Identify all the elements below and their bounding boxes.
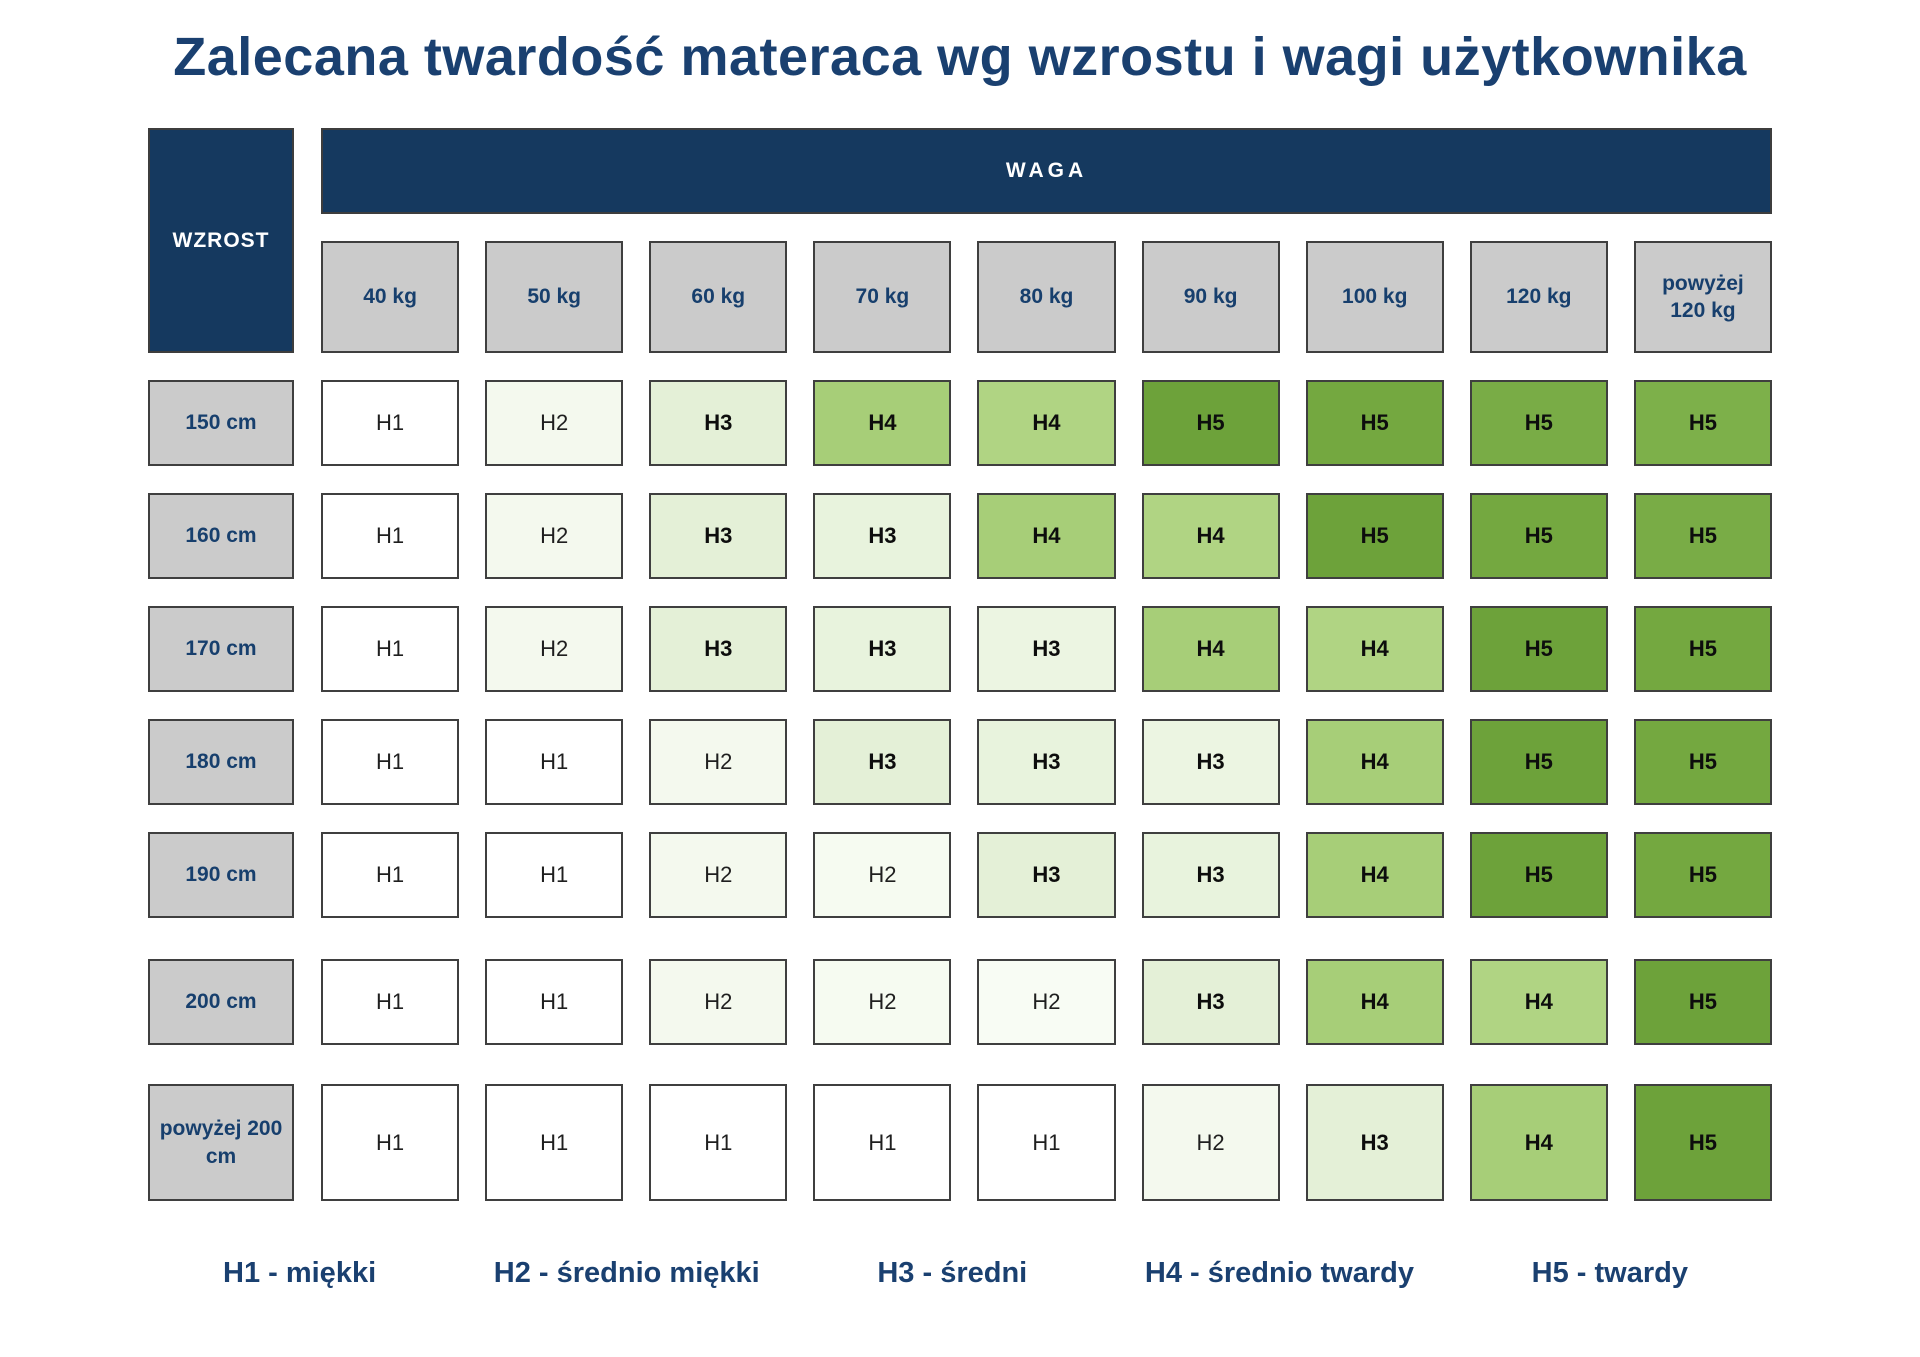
legend-item: H3 - średni: [877, 1257, 1028, 1289]
firmness-cell: H4: [977, 493, 1116, 579]
table-header: WZROST WAGA 40 kg 50 kg 60 kg 70 kg 80 kg 90 …: [148, 128, 1772, 353]
weight-header: 40 kg: [321, 241, 460, 353]
firmness-cell: H5: [1141, 380, 1280, 466]
firmness-cell: H1: [813, 1084, 952, 1201]
firmness-cell: H3: [813, 719, 952, 805]
firmness-cell: H2: [649, 832, 788, 918]
firmness-cell: H3: [977, 606, 1116, 692]
height-header: powyżej 200 cm: [148, 1084, 294, 1201]
firmness-cell: H4: [1469, 959, 1608, 1045]
firmness-cell: H1: [321, 719, 460, 805]
table-row: 180 cm H1 H1 H2 H3 H3 H3 H4 H5 H5: [148, 719, 1772, 805]
firmness-cell: H2: [1141, 1084, 1280, 1201]
firmness-cell: H3: [813, 493, 952, 579]
firmness-cell: H1: [321, 493, 460, 579]
firmness-cell: H5: [1469, 380, 1608, 466]
firmness-cell: H3: [649, 380, 788, 466]
firmness-cell: H1: [321, 1084, 460, 1201]
firmness-cell: H5: [1469, 719, 1608, 805]
firmness-cell: H5: [1633, 493, 1772, 579]
firmness-cell: H4: [813, 380, 952, 466]
height-header: 150 cm: [148, 380, 294, 466]
firmness-cell: H1: [649, 1084, 788, 1201]
firmness-cell: H1: [977, 1084, 1116, 1201]
table-row: 150 cm H1 H2 H3 H4 H4 H5 H5 H5 H5: [148, 380, 1772, 466]
firmness-cell: H1: [485, 719, 624, 805]
firmness-cell: H3: [1305, 1084, 1444, 1201]
firmness-cell: H5: [1469, 606, 1608, 692]
firmness-cell: H4: [1141, 606, 1280, 692]
firmness-cell: H5: [1633, 959, 1772, 1045]
legend-item: H4 - średnio twardy: [1144, 1257, 1414, 1289]
firmness-cell: H4: [1141, 493, 1280, 579]
firmness-cell: H1: [485, 1084, 624, 1201]
firmness-cell: H4: [1305, 606, 1444, 692]
firmness-cell: H3: [813, 606, 952, 692]
weight-header: 60 kg: [649, 241, 788, 353]
firmness-cell: H2: [813, 959, 952, 1045]
firmness-cell: H5: [1305, 493, 1444, 579]
firmness-cell: H4: [1305, 832, 1444, 918]
firmness-cell: H1: [321, 380, 460, 466]
firmness-cell: H1: [485, 959, 624, 1045]
table-row: 170 cm H1 H2 H3 H3 H3 H4 H4 H5 H5: [148, 606, 1772, 692]
table-rows: 150 cm H1 H2 H3 H4 H4 H5 H5 H5 H5 160 cm H1 H2 H3 H3 H4…: [148, 380, 1772, 1201]
height-header: 170 cm: [148, 606, 294, 692]
height-header: 160 cm: [148, 493, 294, 579]
firmness-cell: H2: [485, 380, 624, 466]
firmness-cell: H5: [1633, 719, 1772, 805]
firmness-cell: H5: [1633, 832, 1772, 918]
table-row: 190 cm H1 H1 H2 H2 H3 H3 H4 H5 H5: [148, 832, 1772, 918]
firmness-cell: H3: [1141, 832, 1280, 918]
firmness-cell: H1: [321, 832, 460, 918]
table-row: 160 cm H1 H2 H3 H3 H4 H4 H5 H5 H5: [148, 493, 1772, 579]
firmness-cell: H5: [1633, 1084, 1772, 1201]
height-header: 190 cm: [148, 832, 294, 918]
weight-header: 70 kg: [813, 241, 952, 353]
firmness-cell: H4: [977, 380, 1116, 466]
firmness-cell: H4: [1305, 959, 1444, 1045]
firmness-cell: H2: [485, 606, 624, 692]
weight-header: 90 kg: [1141, 241, 1280, 353]
firmness-cell: H5: [1469, 493, 1608, 579]
firmness-cell: H5: [1469, 832, 1608, 918]
table-row: powyżej 200 cm H1 H1 H1 H1 H1 H2 H3 H4 H5: [148, 1084, 1772, 1201]
weight-header: powyżej 120 kg: [1633, 241, 1772, 353]
legend-item: H2 - średnio miękki: [493, 1257, 760, 1289]
weight-header: 50 kg: [485, 241, 624, 353]
firmness-cell: H3: [1141, 719, 1280, 805]
firmness-cell: H3: [649, 606, 788, 692]
weight-header: 100 kg: [1305, 241, 1444, 353]
page-title: Zalecana twardość materaca wg wzrostu i …: [173, 27, 1747, 87]
weight-header: 120 kg: [1469, 241, 1608, 353]
legend-item: H5 - twardy: [1531, 1257, 1688, 1289]
firmness-cell: H4: [1305, 719, 1444, 805]
firmness-cell: H5: [1633, 606, 1772, 692]
table-row: 200 cm H1 H1 H2 H2 H2 H3 H4 H4 H5: [148, 959, 1772, 1045]
firmness-cell: H3: [1141, 959, 1280, 1045]
firmness-table: WZROST WAGA 40 kg 50 kg 60 kg 70 kg 80 kg 90 …: [148, 128, 1772, 1201]
firmness-cell: H5: [1305, 380, 1444, 466]
weight-header: 80 kg: [977, 241, 1116, 353]
height-header: 200 cm: [148, 959, 294, 1045]
weight-column-headers: 40 kg 50 kg 60 kg 70 kg 80 kg 90 kg 100 kg 120 …: [321, 241, 1772, 353]
firmness-cell: H3: [649, 493, 788, 579]
firmness-cell: H2: [649, 719, 788, 805]
firmness-cell: H3: [977, 719, 1116, 805]
weight-axis-header: WAGA: [321, 128, 1772, 214]
firmness-cell: H2: [977, 959, 1116, 1045]
firmness-legend: H1 - miękki H2 - średnio miękki H3 - średn…: [223, 1257, 1688, 1290]
firmness-cell: H1: [321, 959, 460, 1045]
firmness-cell: H2: [649, 959, 788, 1045]
firmness-cell: H1: [321, 606, 460, 692]
firmness-cell: H4: [1469, 1084, 1608, 1201]
firmness-cell: H1: [485, 832, 624, 918]
firmness-cell: H5: [1633, 380, 1772, 466]
height-header: 180 cm: [148, 719, 294, 805]
firmness-cell: H3: [977, 832, 1116, 918]
firmness-cell: H2: [485, 493, 624, 579]
height-axis-header: WZROST: [148, 128, 294, 353]
firmness-cell: H2: [813, 832, 952, 918]
legend-item: H1 - miękki: [223, 1257, 377, 1289]
